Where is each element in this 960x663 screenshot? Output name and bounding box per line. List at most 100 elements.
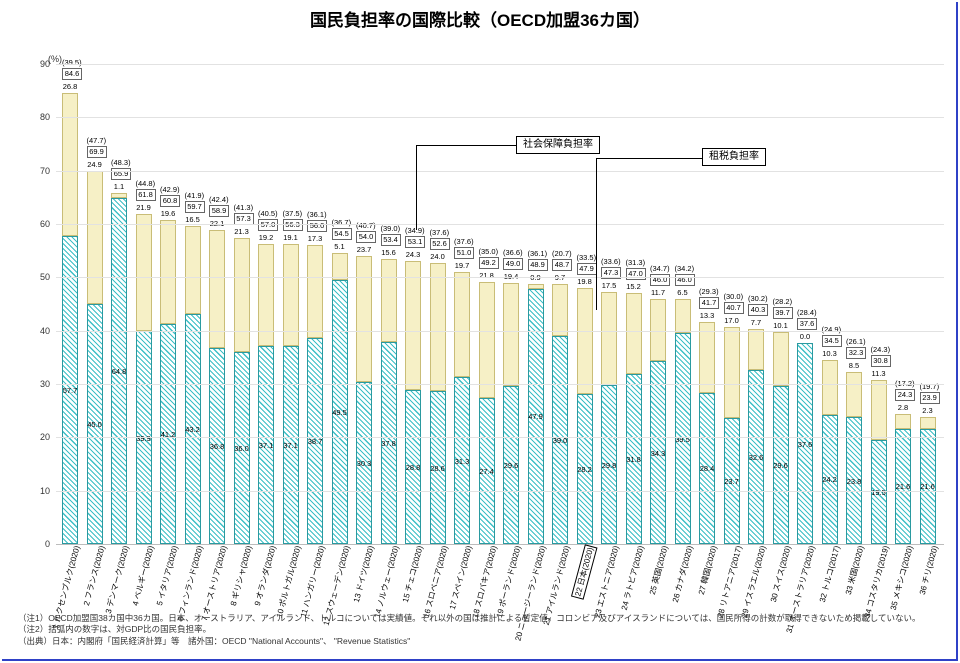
gdp-ratio-label: (26.1) [846,337,862,346]
gdp-ratio-label: (36.7) [332,218,348,227]
x-category-label: 36 チリ(2020) [914,544,940,596]
gridline [56,171,944,172]
total-value-box: 49.2 [479,257,499,269]
bar-column: 21.62.323.9(19.7)36 チリ(2020) [920,64,936,544]
total-value-box: 30.8 [871,355,891,367]
bar-column: 29.610.139.7(28.2)30 スイス(2020) [773,64,789,544]
gdp-ratio-label: (37.6) [454,237,470,246]
total-value-box: 59.7 [185,201,205,213]
gdp-ratio-label: (48.3) [111,158,127,167]
bar-segment-ss [724,327,740,418]
bar-segment-ss [454,272,470,377]
gdp-ratio-label: (36.1) [307,210,323,219]
gdp-ratio-label: (41.9) [185,191,201,200]
footnote-3: （出典）日本：内閣府「国民経済計算」等 諸外国：OECD "National A… [18,636,942,647]
y-tick-label: 30 [40,379,50,389]
bar-segment-ss [895,414,911,429]
ss-value-label: 24.0 [430,252,446,261]
gdp-ratio-label: (40.7) [356,221,372,230]
bar-segment-ss [528,284,544,289]
x-category-label: 5 イタリア(2020) [152,544,180,607]
x-category-label: 2 フランス(2020) [79,544,108,607]
bar-segment-ss [871,380,887,440]
tax-value-label: 29.6 [503,461,519,470]
bar-column: 36.021.357.3(41.3)8 ギリシャ(2020) [234,64,250,544]
x-category-label: 24 ラトビア(2020) [616,544,646,611]
gdp-ratio-label: (34.2) [675,264,691,273]
gdp-ratio-label: (31.3) [626,258,642,267]
gdp-ratio-label: (24.3) [871,345,887,354]
bar-column: 43.216.559.7(41.9)6 フィンランド(2020) [185,64,201,544]
ss-value-label: 2.3 [920,406,936,415]
total-value-box: 51.0 [454,247,474,259]
gdp-ratio-label: (30.0) [724,292,740,301]
ss-value-label: 17.5 [601,281,617,290]
tax-value-label: 24.2 [822,475,838,484]
total-value-box: 47.0 [626,268,646,280]
bar-segment-ss [405,261,421,391]
ss-value-label: 19.1 [283,233,299,242]
tax-value-label: 36.0 [234,444,250,453]
ss-value-label: 17.3 [307,234,323,243]
bar-column: 37.119.257.0(40.5)9 オランダ(2020) [258,64,274,544]
tax-value-label: 37.8 [381,439,397,448]
bar-segment-ss [356,256,372,382]
bar-segment-ss [479,282,495,398]
gdp-ratio-label: (20.7) [552,249,568,258]
bar-column: 37.815.653.4(39.0)14 ノルウェー(2020) [381,64,397,544]
y-axis-unit: (%) [48,54,62,64]
bar-segment-ss [160,220,176,325]
y-tick-label: 90 [40,59,50,69]
gdp-ratio-label: (39.5) [62,58,78,67]
bar-segment-ss [675,299,691,334]
gridline [56,64,944,65]
total-value-box: 54.0 [356,231,376,243]
y-tick-label: 0 [45,539,50,549]
bar-segment-ss [773,332,789,386]
tax-value-label: 47.9 [528,412,544,421]
tax-value-label: 19.5 [871,488,887,497]
bar-segment-ss [822,360,838,415]
gdp-ratio-label: (19.7) [920,382,936,391]
gdp-ratio-label: (24.9) [822,325,838,334]
gdp-ratio-label: (28.2) [773,297,789,306]
gdp-ratio-label: (39.0) [381,224,397,233]
total-value-box: 58.9 [209,205,229,217]
bar-segment-ss [87,171,103,304]
tax-value-label: 28.6 [430,464,446,473]
total-value-box: 47.9 [577,263,597,275]
gdp-ratio-label: (42.4) [209,195,225,204]
tax-value-label: 27.4 [479,467,495,476]
x-category-label: 26 カナダ(2020) [667,544,695,604]
ss-value-label: 7.7 [748,318,764,327]
total-value-box: 56.3 [283,219,303,231]
gdp-ratio-label: (35.0) [479,247,495,256]
y-tick-label: 20 [40,432,50,442]
tax-value-label: 31.8 [626,455,642,464]
total-value-box: 54.5 [332,228,352,240]
bar-column: 23.717.040.7(30.0)28 リトアニア(2017) [724,64,740,544]
tax-value-label: 43.2 [185,425,201,434]
ss-value-label: 19.6 [160,209,176,218]
y-tick-label: 50 [40,272,50,282]
plot-area: 57.726.884.6(39.5)1 ルクセンブルク(2020)45.024.… [56,64,944,545]
x-category-label: 9 オランダ(2020) [250,544,279,607]
bar-column: 23.88.532.3(26.1)33 米国(2020) [846,64,862,544]
bar-column: 29.817.547.3(33.6)23 エストニア(2020) [601,64,617,544]
total-value-box: 37.6 [797,318,817,330]
chart-area: (%) 57.726.884.6(39.5)1 ルクセンブルク(2020)45.… [36,50,944,580]
ss-value-label: 5.1 [332,242,348,251]
tax-value-label: 29.6 [773,461,789,470]
tax-value-label: 45.0 [87,420,103,429]
bar-column: 24.210.334.5(24.9)32 トルコ(2017) [822,64,838,544]
gdp-ratio-label: (47.7) [87,136,103,145]
gridline [56,437,944,438]
bar-segment-ss [503,283,519,386]
ss-value-label: 11.3 [871,369,887,378]
bar-segment-ss [699,322,715,393]
ss-value-label: 10.1 [773,321,789,330]
ss-value-label: 19.4 [503,272,519,281]
total-value-box: 53.4 [381,234,401,246]
gridline [56,384,944,385]
y-tick-label: 60 [40,219,50,229]
